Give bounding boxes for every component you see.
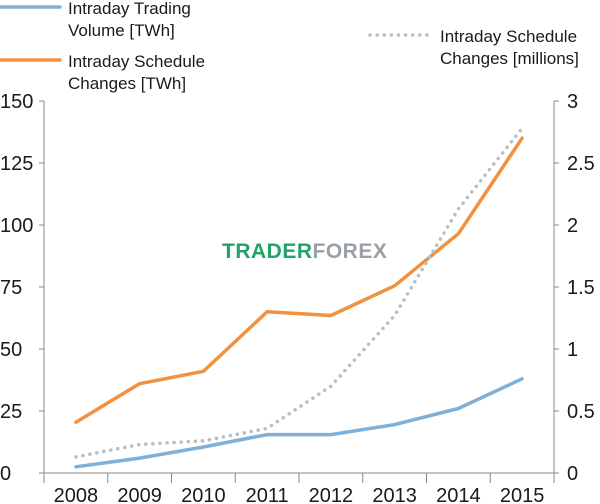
legend: Intraday Trading Volume [TWh] Intraday Sch… <box>0 0 579 93</box>
legend-label-2: Changes [millions] <box>440 49 579 68</box>
x-tick-label: 2011 <box>246 485 289 504</box>
legend-label-2: Intraday Schedule <box>440 27 577 46</box>
watermark-part-3: EX <box>358 240 387 263</box>
left-tick-label: 75 <box>0 277 22 299</box>
left-tick-label: 100 <box>0 215 33 237</box>
legend-label-0: Volume [TWh] <box>68 21 175 40</box>
x-tick-label: 2008 <box>54 485 99 504</box>
left-tick-label: 125 <box>0 153 33 175</box>
watermark: TRADERFOREX <box>222 240 387 263</box>
right-tick-label: 2 <box>567 215 578 237</box>
series-lines <box>74 126 524 469</box>
x-tick-label: 2009 <box>117 485 162 504</box>
left-tick-label: 0 <box>0 463 11 485</box>
x-tick-label: 2015 <box>500 485 545 504</box>
x-tick-label: 2012 <box>309 485 354 504</box>
axes: 0 25 50 75 100 125 150 0 0.5 1 1.5 2 2.5 3 2008 2009 201… <box>0 91 595 504</box>
series-line-1 <box>74 136 524 424</box>
legend-label-0: Intraday Trading <box>68 0 191 18</box>
right-tick-label: 0.5 <box>567 401 595 423</box>
legend-label-1: Changes [TWh] <box>68 74 186 93</box>
right-tick-label: 1.5 <box>567 277 595 299</box>
watermark-part-1: TRADER <box>222 240 313 263</box>
right-tick-label: 2.5 <box>567 153 595 175</box>
series-line-0 <box>74 377 524 469</box>
x-tick-label: 2014 <box>436 485 481 504</box>
x-tick-label: 2013 <box>372 485 417 504</box>
watermark-text: TRADERFOREX <box>222 240 387 263</box>
left-tick-label: 150 <box>0 91 33 113</box>
watermark-part-2: FOR <box>313 240 359 263</box>
right-tick-label: 1 <box>567 339 578 361</box>
series-line-2 <box>74 126 524 459</box>
right-tick-label: 0 <box>567 463 578 485</box>
left-tick-label: 25 <box>0 401 22 423</box>
legend-label-1: Intraday Schedule <box>68 52 205 71</box>
right-tick-label: 3 <box>567 91 578 113</box>
x-tick-label: 2010 <box>181 485 226 504</box>
left-tick-label: 50 <box>0 339 22 361</box>
